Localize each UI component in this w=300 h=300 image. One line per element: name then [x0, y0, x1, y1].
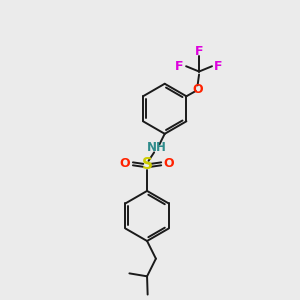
Text: O: O — [192, 83, 203, 96]
Text: NH: NH — [146, 141, 167, 154]
Text: F: F — [176, 60, 184, 73]
Text: S: S — [142, 157, 153, 172]
Text: O: O — [120, 157, 130, 170]
Text: F: F — [195, 45, 203, 58]
Text: O: O — [164, 157, 175, 170]
Text: F: F — [214, 60, 223, 73]
